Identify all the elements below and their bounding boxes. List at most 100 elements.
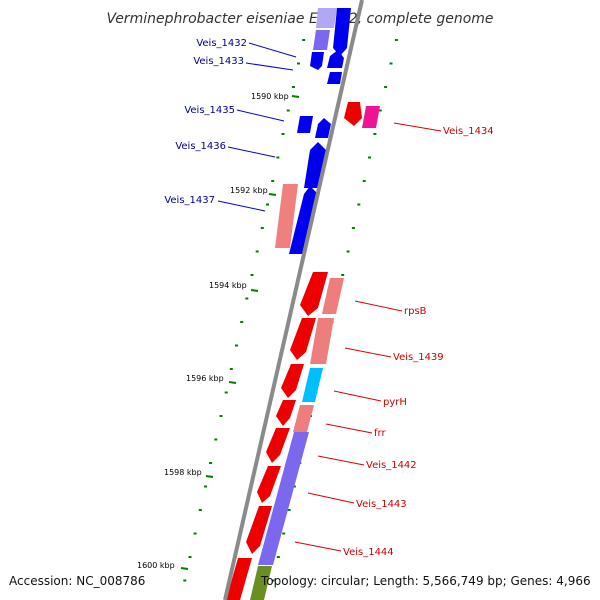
gene-rpsb[interactable] xyxy=(300,272,328,316)
outer-dot xyxy=(351,227,355,229)
inner-dot xyxy=(291,86,295,88)
scale-tick-1594 xyxy=(250,289,259,292)
olive-track xyxy=(250,566,272,600)
gene-veis-1437[interactable] xyxy=(289,186,318,254)
leader-veis-1444 xyxy=(294,541,342,552)
outer-dot xyxy=(271,579,275,582)
gene-veis-1433-b[interactable] xyxy=(327,50,344,68)
scale-label-1592: 1592 kbp xyxy=(230,186,268,195)
scale-tick-1598 xyxy=(205,475,214,478)
label-veis-1444[interactable]: Veis_1444 xyxy=(343,547,394,558)
gene-veis-1439[interactable] xyxy=(290,318,316,360)
inner-dot xyxy=(183,579,187,582)
gene-veis-1442[interactable] xyxy=(266,428,290,463)
inner-dot xyxy=(250,274,254,276)
outer-dot xyxy=(378,109,382,112)
leader-veis-1436 xyxy=(227,146,276,158)
gene-frr[interactable] xyxy=(276,400,296,426)
inner-dot xyxy=(260,227,264,229)
label-veis-1436[interactable]: Veis_1436 xyxy=(175,141,226,152)
label-veis-1437[interactable]: Veis_1437 xyxy=(164,195,215,206)
outer-dot xyxy=(346,250,350,253)
outer-dot xyxy=(287,509,291,511)
gene-veis-1437-light[interactable] xyxy=(275,184,298,248)
leader-veis-1434 xyxy=(393,122,442,132)
inner-dot xyxy=(188,556,192,558)
label-veis-1433[interactable]: Veis_1433 xyxy=(193,56,244,67)
purple-track-block-top xyxy=(316,8,337,28)
outer-dot xyxy=(373,133,377,135)
label-veis-1434[interactable]: Veis_1434 xyxy=(443,126,494,137)
scale: 1590 kbp 1592 kbp 1594 kbp 1596 kbp 1598… xyxy=(137,92,300,570)
inner-dot xyxy=(193,532,197,535)
label-veis-1443[interactable]: Veis_1443 xyxy=(356,499,407,510)
leader-veis-1432 xyxy=(248,42,297,58)
topology-text: Topology: circular; Length: 5,566,749 bp… xyxy=(261,574,591,588)
label-veis-1435[interactable]: Veis_1435 xyxy=(184,105,235,116)
gene-veis-1434-b[interactable] xyxy=(362,106,380,128)
gene-veis-1443-a[interactable] xyxy=(257,466,281,503)
inner-dot xyxy=(255,250,259,253)
inner-dot xyxy=(209,462,213,464)
inner-dot xyxy=(229,368,233,370)
label-rpsb[interactable]: rpsB xyxy=(404,306,427,317)
gene-pyrh-cyan[interactable] xyxy=(302,368,323,402)
gene-veis-1443-b[interactable] xyxy=(246,506,272,554)
gene-veis-1435-b[interactable] xyxy=(315,118,331,138)
leader-veis-1433 xyxy=(245,62,294,71)
leader-frr xyxy=(325,423,373,434)
gene-veis-1434-a[interactable] xyxy=(344,102,362,126)
gene-rpsb-light[interactable] xyxy=(322,278,344,314)
gene-veis-1433-a[interactable] xyxy=(310,52,324,70)
outer-dot xyxy=(368,156,371,159)
gene-veis-1432[interactable] xyxy=(333,8,351,56)
gene-frr-light[interactable] xyxy=(293,405,314,432)
leader-veis-1437 xyxy=(217,200,266,212)
label-veis-1439[interactable]: Veis_1439 xyxy=(393,352,444,363)
purple-track-block xyxy=(313,30,330,50)
scale-label-1596: 1596 kbp xyxy=(186,374,224,383)
scale-label-1590: 1590 kbp xyxy=(251,92,289,101)
scale-tick-1590 xyxy=(291,95,300,98)
leader-rpsb xyxy=(354,300,403,312)
inner-dot xyxy=(297,62,300,65)
inner-dot xyxy=(266,203,269,206)
gene-veis-1439-light[interactable] xyxy=(310,318,334,364)
inner-dot xyxy=(214,438,218,441)
map-title: Verminephrobacter eiseniae EF01-2, compl… xyxy=(106,11,493,27)
leader-pyrh xyxy=(333,390,382,402)
inner-dot xyxy=(219,415,223,417)
outer-dot xyxy=(282,532,286,535)
gene-veis-1433-c[interactable] xyxy=(327,72,342,84)
inner-dot xyxy=(302,39,306,41)
genome-backbone xyxy=(223,0,364,600)
outer-dot xyxy=(341,274,345,276)
leader-veis-1442 xyxy=(317,455,365,466)
label-veis-1442[interactable]: Veis_1442 xyxy=(366,460,417,471)
forward-gene-labels: Veis_1432 Veis_1433 Veis_1435 Veis_1436 … xyxy=(164,38,297,212)
gene-veis-1435-a[interactable] xyxy=(297,116,313,133)
accession-text: Accession: NC_008786 xyxy=(9,574,146,588)
gene-veis-1444[interactable] xyxy=(226,558,252,600)
inner-dot xyxy=(286,109,290,112)
gene-features xyxy=(226,8,380,600)
leader-veis-1439 xyxy=(344,347,392,358)
outer-dot xyxy=(389,62,393,65)
inner-dot xyxy=(204,485,207,488)
gene-pyrh[interactable] xyxy=(281,364,304,398)
inner-dot xyxy=(198,509,202,511)
label-frr[interactable]: frr xyxy=(374,428,386,439)
outer-dot xyxy=(292,485,296,488)
scale-tick-1596 xyxy=(228,381,237,384)
reverse-gene-labels: Veis_1434 rpsB Veis_1439 pyrH frr Veis_1… xyxy=(294,122,494,558)
scale-tick-1600 xyxy=(180,567,189,570)
label-veis-1432[interactable]: Veis_1432 xyxy=(196,38,247,49)
inner-dot xyxy=(224,391,228,394)
scale-label-1594: 1594 kbp xyxy=(209,281,247,290)
inner-dot xyxy=(245,297,249,300)
label-pyrh[interactable]: pyrH xyxy=(383,397,407,408)
outer-dot xyxy=(384,86,388,88)
gene-veis-1436[interactable] xyxy=(304,142,326,188)
purple-track-lower xyxy=(258,432,309,565)
